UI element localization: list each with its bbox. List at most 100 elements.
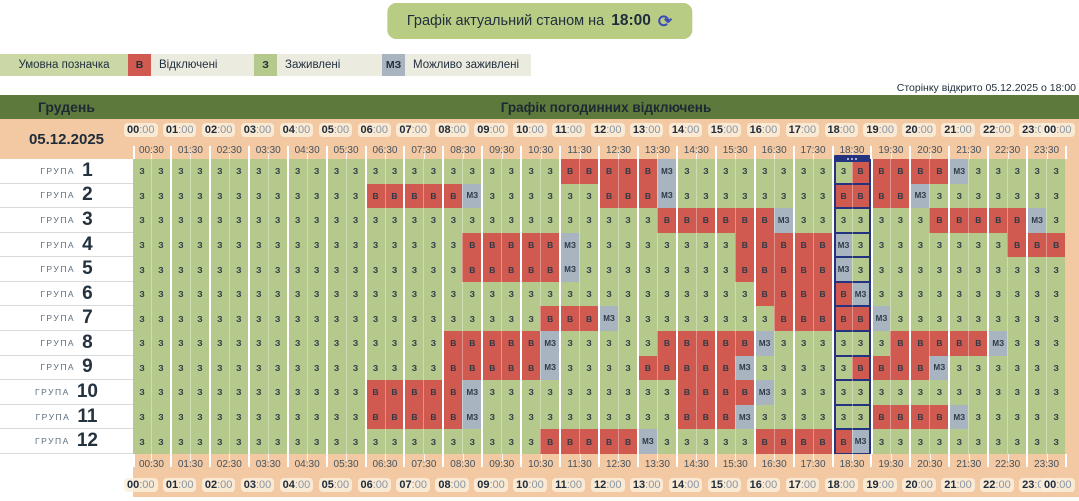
schedule-cell: З [444, 257, 463, 282]
schedule-cell: В [444, 331, 463, 356]
schedule-cell: З [327, 281, 346, 307]
schedule-cell: З [189, 257, 209, 282]
schedule-cell: В [462, 355, 482, 381]
hour-gridline [286, 454, 289, 467]
hour-label: 09:00 [474, 478, 508, 492]
schedule-cell: З [210, 404, 229, 430]
half-hour-gridline [813, 151, 815, 159]
half-hour-gridline [1007, 454, 1009, 462]
schedule-cell: З [522, 380, 541, 405]
schedule-cell: В [423, 404, 443, 430]
schedule-cell: З [989, 429, 1008, 454]
group-number: 8 [82, 331, 93, 353]
schedule-cell: З [210, 183, 229, 209]
half-hour-gridline [346, 454, 348, 462]
half-hour-label: 15:30 [722, 145, 748, 156]
schedule-cell: В [444, 183, 463, 209]
schedule-cell: З [716, 232, 735, 258]
schedule-cell: З [228, 380, 248, 405]
schedule-cell: З [695, 281, 715, 307]
hour-label: 14:00 [668, 478, 703, 492]
group-row-6: ГРУПА 6 З З З З З З З З З З З З З З З З З З З З З З З З З З З З З З З З В В… [0, 281, 1079, 307]
schedule-cell: З [345, 232, 365, 258]
schedule-cell: З [150, 429, 170, 454]
half-hour-gridline [540, 454, 542, 462]
schedule-cell: З [1046, 404, 1066, 430]
hour-gridline [208, 146, 211, 159]
schedule-cell: З [327, 208, 346, 233]
schedule-cell: В [405, 183, 424, 209]
schedule-cell: В [911, 404, 930, 430]
refresh-icon[interactable]: ⟳ [657, 11, 673, 31]
schedule-cell: В [522, 257, 541, 282]
current-hour-handle[interactable] [833, 155, 871, 162]
schedule-cell: З [1007, 429, 1027, 454]
half-hour-label: 22:30 [995, 145, 1021, 156]
group-row-1: ГРУПА 1 З З З З З З З З З З З З З З З З З З З З З З В В В В В МЗ З З З З З… [0, 159, 1079, 184]
row-right-padding [1065, 429, 1079, 454]
hour-label: 11:00 [552, 123, 586, 137]
schedule-cell: З [444, 232, 463, 258]
schedule-cell: З [150, 183, 170, 209]
half-hour-label: 07:30 [411, 459, 437, 470]
schedule-cell: З [249, 306, 268, 332]
schedule-cell: З [1046, 380, 1066, 405]
schedule-grid: ГРУПА 1 З З З З З З З З З З З З З З З З З З З З З З В В В В В МЗ З З З З З… [0, 155, 1079, 454]
group-prefix: ГРУПА [35, 386, 70, 397]
schedule-cell: В [794, 257, 813, 282]
schedule-cell: З [1007, 306, 1027, 332]
hour-label: 17:00 [785, 478, 820, 492]
schedule-cell: З [228, 306, 248, 332]
hour-label: 16:00 [746, 478, 781, 492]
hour-pair: МЗ З [561, 257, 599, 282]
half-hour-label: 12:30 [605, 459, 631, 470]
schedule-cell: З [716, 429, 735, 454]
schedule-cell: З [755, 355, 774, 381]
schedule-cell: З [1028, 355, 1047, 381]
group-row-11: ГРУПА 11 З З З З З З З З З З З З В В В В В МЗ З З З З З З З З З З В В В М… [0, 404, 1079, 430]
group-row-12: ГРУПА 12 З З З З З З З З З З З З З З З З З З З З З В В В В В МЗ З З З З З… [0, 429, 1079, 454]
schedule-cell: З [656, 281, 676, 307]
refresh-banner-button[interactable]: Графік актуальний станом на 18:00 ⟳ [386, 3, 693, 39]
hour-label: 08:00 [435, 478, 469, 492]
schedule-cell: В [522, 355, 541, 381]
schedule-cell: З [522, 183, 541, 209]
group-label-5: ГРУПА 5 [0, 257, 133, 282]
schedule-cell: З [911, 306, 930, 332]
half-hour-label: 13:30 [644, 459, 670, 470]
schedule-cell: В [600, 429, 619, 454]
schedule-cell: З [872, 208, 891, 233]
schedule-cell: З [267, 257, 287, 282]
schedule-cell: МЗ [734, 404, 754, 430]
schedule-cell: З [345, 380, 365, 405]
schedule-cell: З [734, 159, 754, 184]
hour-label: 00:00 [1041, 123, 1075, 137]
group-label-6: ГРУПА 6 [0, 281, 133, 307]
schedule-cell: З [638, 232, 657, 258]
schedule-cell: З [366, 355, 385, 381]
schedule-cell: З [345, 429, 365, 454]
schedule-cell: З [483, 159, 502, 184]
schedule-cell: В [600, 183, 619, 209]
group-prefix: ГРУПА [40, 264, 76, 275]
schedule-cell: В [638, 183, 657, 209]
schedule-cell: В [755, 208, 774, 233]
schedule-cell: В [501, 355, 521, 381]
group-prefix: ГРУПА [40, 239, 76, 250]
